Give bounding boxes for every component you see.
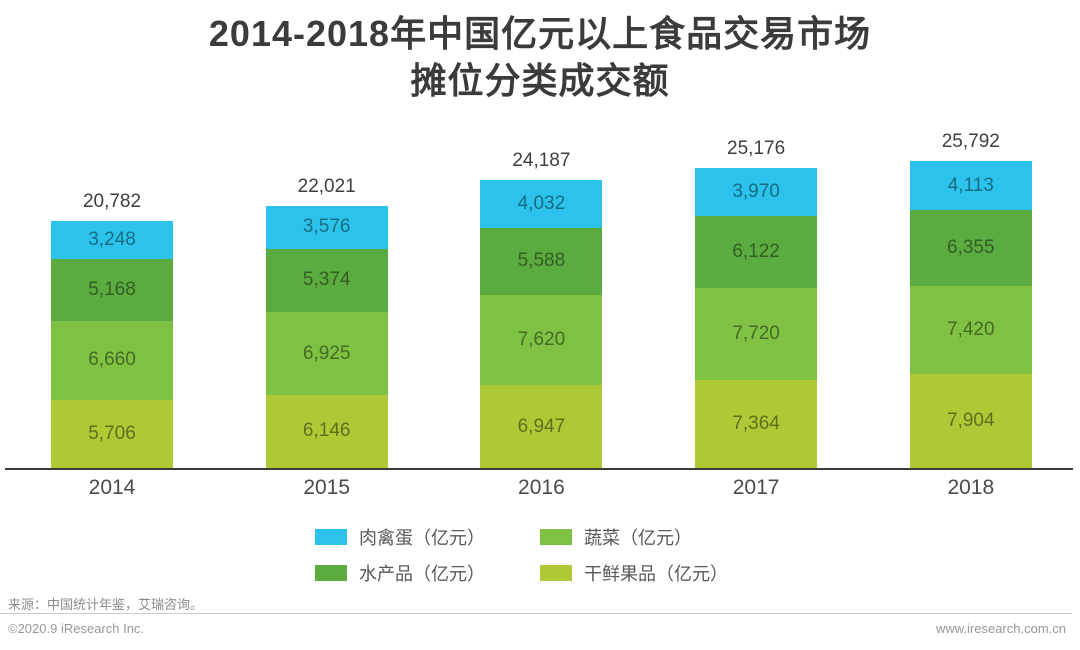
x-axis-label-2014: 2014: [88, 476, 136, 499]
bar-segment-肉禽蛋（亿元）: 4,032: [480, 180, 603, 229]
bar-stack-2014: 3,248 5,168 6,660 5,706: [51, 220, 173, 468]
bar-segment-肉禽蛋（亿元）: 3,576: [265, 205, 388, 249]
legend-item-蔬菜（亿元）: 蔬菜（亿元）: [540, 524, 765, 550]
x-axis-labels: 2014 2015 2016 2017 2018: [0, 476, 1080, 504]
bar-group-2016: 24,187 4,032 5,588 7,620 6,947: [480, 140, 603, 468]
footer-copyright: ©2020.9 iResearch Inc.: [8, 621, 145, 636]
segment-value-label: 7,364: [732, 413, 780, 435]
bar-segment-蔬菜（亿元）: 7,620: [480, 294, 603, 386]
segment-value-label: 4,032: [517, 193, 566, 215]
segment-value-label: 5,706: [88, 423, 136, 445]
bar-group-2015: 22,021 3,576 5,374 6,925 6,146: [265, 166, 388, 468]
bar-segment-蔬菜（亿元）: 7,420: [909, 285, 1032, 374]
total-label-2017: 25,176: [727, 138, 786, 160]
bar-segment-肉禽蛋（亿元）: 3,970: [695, 168, 818, 216]
legend-item-肉禽蛋（亿元）: 肉禽蛋（亿元）: [315, 524, 540, 550]
bar-segment-肉禽蛋（亿元）: 3,248: [51, 220, 173, 260]
bar-segment-肉禽蛋（亿元）: 4,113: [909, 161, 1032, 211]
legend-swatch-icon: [540, 565, 572, 581]
bar-group-2018: 25,792 4,113 6,355 7,420 7,904: [909, 121, 1032, 468]
x-axis-label-2015: 2015: [303, 476, 351, 499]
footer-website: www.iresearch.com.cn: [935, 621, 1066, 636]
legend-label: 肉禽蛋（亿元）: [359, 528, 485, 548]
bar-stack-2017: 3,970 6,122 7,720 7,364: [695, 168, 818, 468]
segment-value-label: 5,168: [88, 279, 136, 301]
bar-segment-蔬菜（亿元）: 6,925: [265, 312, 388, 395]
segment-value-label: 7,620: [517, 328, 566, 350]
bar-segment-蔬菜（亿元）: 6,660: [51, 320, 173, 401]
bar-segment-水产品（亿元）: 6,122: [695, 215, 818, 289]
legend-swatch-icon: [315, 529, 347, 545]
bar-segment-干鲜果品（亿元）: 7,904: [909, 373, 1032, 468]
bar-segment-干鲜果品（亿元）: 7,364: [695, 380, 818, 468]
segment-value-label: 6,947: [517, 415, 566, 437]
x-axis-label-2017: 2017: [732, 476, 780, 499]
segment-value-label: 7,904: [947, 409, 995, 431]
bar-segment-干鲜果品（亿元）: 5,706: [51, 400, 173, 468]
segment-value-label: 6,122: [732, 241, 780, 263]
page-title: 2014-2018年中国亿元以上食品交易市场 摊位分类成交额: [0, 10, 1080, 104]
bar-segment-水产品（亿元）: 5,588: [480, 228, 603, 295]
bar-segment-水产品（亿元）: 5,374: [265, 248, 388, 313]
bar-group-2017: 25,176 3,970 6,122 7,720 7,364: [695, 128, 818, 468]
segment-value-label: 5,588: [517, 250, 566, 272]
segment-value-label: 5,374: [302, 269, 351, 291]
bar-segment-干鲜果品（亿元）: 6,947: [480, 385, 603, 468]
total-label-2015: 22,021: [297, 175, 356, 197]
segment-value-label: 7,720: [732, 323, 780, 345]
total-label-2016: 24,187: [512, 150, 571, 172]
legend-label: 干鲜果品（亿元）: [584, 564, 728, 584]
bar-stack-2018: 4,113 6,355 7,420 7,904: [909, 161, 1032, 468]
segment-value-label: 3,970: [732, 181, 780, 203]
segment-value-label: 6,146: [302, 420, 351, 442]
segment-value-label: 4,113: [947, 174, 994, 196]
legend-swatch-icon: [315, 565, 347, 581]
segment-value-label: 7,420: [947, 318, 995, 340]
segment-value-label: 6,355: [947, 236, 995, 258]
legend-swatch-icon: [540, 529, 572, 545]
segment-value-label: 3,248: [88, 229, 136, 251]
footer-divider: [0, 613, 1072, 614]
legend: 肉禽蛋（亿元） 蔬菜（亿元） 水产品（亿元） 干鲜果品（亿元）: [30, 524, 1050, 586]
bar-segment-干鲜果品（亿元）: 6,146: [265, 394, 388, 468]
bar-stack-2016: 4,032 5,588 7,620 6,947: [480, 180, 603, 468]
legend-item-干鲜果品（亿元）: 干鲜果品（亿元）: [540, 560, 765, 586]
footer-source: 来源：中国统计年鉴，艾瑞咨询。: [8, 597, 204, 612]
bar-stack-2015: 3,576 5,374 6,925 6,146: [265, 205, 388, 468]
bar-segment-水产品（亿元）: 5,168: [51, 259, 173, 321]
legend-item-水产品（亿元）: 水产品（亿元）: [315, 560, 540, 586]
legend-label: 水产品（亿元）: [359, 564, 485, 584]
bar-segment-蔬菜（亿元）: 7,720: [695, 288, 818, 381]
segment-value-label: 6,925: [302, 342, 351, 364]
x-axis-line: [5, 468, 1073, 470]
segment-value-label: 6,660: [88, 349, 136, 371]
x-axis-label-2016: 2016: [518, 476, 565, 499]
bar-group-2014: 20,782 3,248 5,168 6,660 5,706: [51, 181, 173, 468]
segment-value-label: 3,576: [302, 216, 351, 238]
bar-segment-水产品（亿元）: 6,355: [909, 210, 1032, 286]
plot-area: 20,782 3,248 5,168 6,660 5,706 22,021 3,576 5,3…: [0, 130, 1080, 470]
legend-label: 蔬菜（亿元）: [584, 528, 692, 548]
title-line-1: 2014-2018年中国亿元以上食品交易市场: [208, 13, 872, 54]
title-line-2: 摊位分类成交额: [410, 60, 670, 101]
x-axis-label-2018: 2018: [947, 476, 995, 499]
total-label-2018: 25,792: [941, 131, 1000, 153]
total-label-2014: 20,782: [82, 190, 142, 212]
